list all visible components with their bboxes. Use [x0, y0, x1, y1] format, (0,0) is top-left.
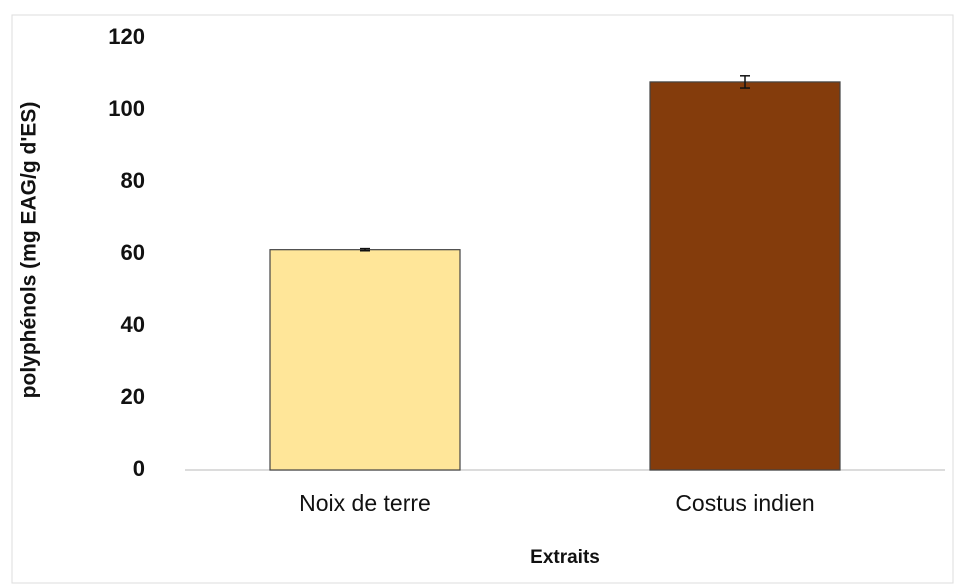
y-tick-label: 120 — [108, 24, 145, 49]
x-tick-label: Costus indien — [675, 490, 814, 516]
y-tick-label: 20 — [121, 384, 145, 409]
y-tick-label: 80 — [121, 168, 145, 193]
y-tick-label: 40 — [121, 312, 145, 337]
y-tick-label: 0 — [133, 456, 145, 481]
error-bar — [740, 75, 750, 89]
y-axis-label: polyphénols (mg EAG/g d'ES) — [18, 102, 41, 399]
y-tick-label: 60 — [121, 240, 145, 265]
x-axis-label: Extraits — [530, 547, 600, 568]
bar — [649, 81, 841, 471]
x-tick-label: Noix de terre — [299, 490, 431, 516]
y-tick-label: 100 — [108, 96, 145, 121]
error-bar — [360, 247, 370, 252]
bar — [269, 249, 461, 471]
